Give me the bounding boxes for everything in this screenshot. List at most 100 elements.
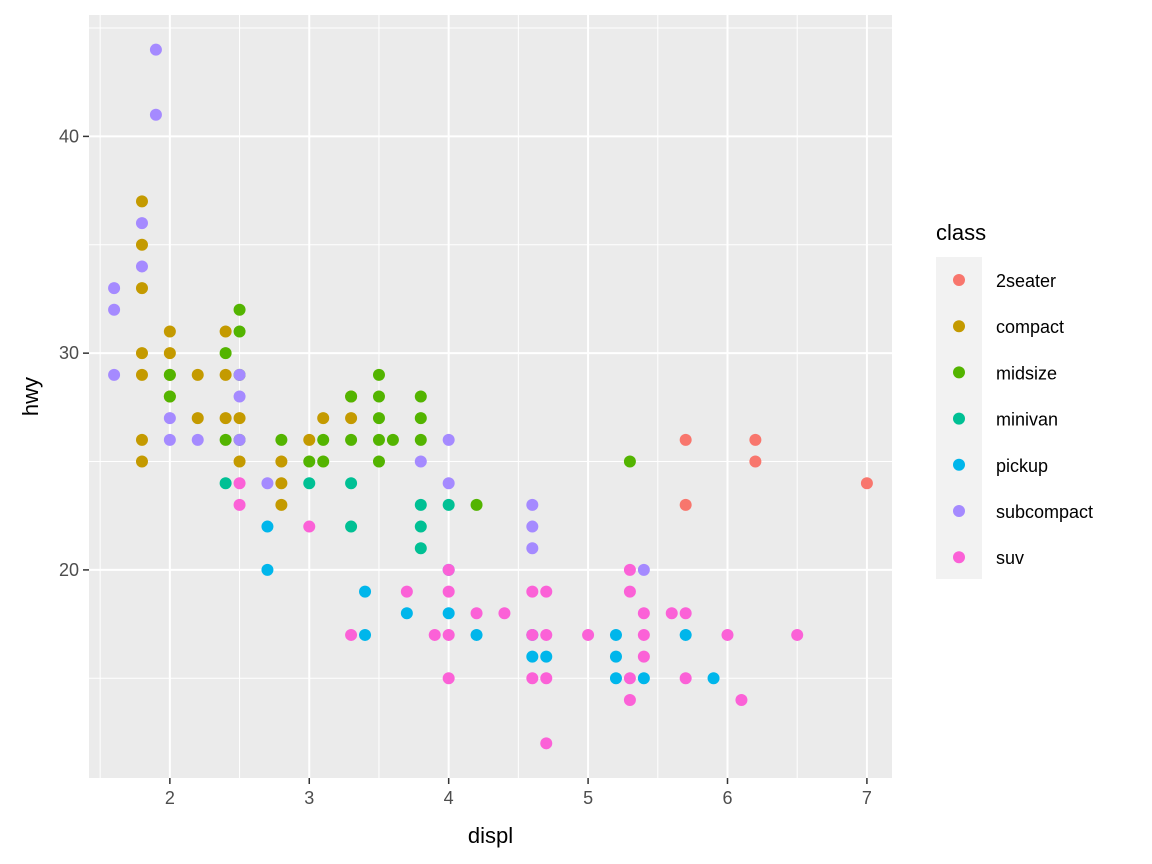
y-axis: 20 30 40 (59, 126, 89, 580)
data-point (637, 607, 650, 620)
series-minivan (219, 477, 455, 555)
data-point (303, 520, 316, 533)
data-point (149, 108, 162, 121)
legend-key-subcompact (953, 505, 965, 517)
data-point (317, 455, 330, 468)
data-point (219, 477, 232, 490)
data-point (442, 628, 455, 641)
data-point (609, 672, 622, 685)
x-tick-label: 3 (304, 788, 314, 808)
data-point (233, 433, 246, 446)
data-point (540, 737, 553, 750)
data-point (303, 433, 316, 446)
data-point (679, 433, 692, 446)
minor-gridlines (89, 15, 892, 778)
data-point (163, 347, 176, 360)
data-point (219, 412, 232, 425)
data-point (261, 477, 274, 490)
legend-key-compact (953, 320, 965, 333)
data-point (749, 455, 762, 468)
data-point (470, 628, 483, 641)
data-point (735, 693, 748, 706)
data-point (163, 390, 176, 403)
data-point (108, 282, 121, 295)
x-axis-title: displ (468, 823, 513, 848)
y-tick-label: 30 (59, 343, 79, 363)
data-point (345, 477, 358, 490)
series-subcompact (108, 43, 650, 576)
data-point (163, 325, 176, 338)
data-point (233, 325, 246, 338)
data-point (749, 433, 762, 446)
data-point (233, 477, 246, 490)
plot-panel (89, 15, 892, 778)
data-point (679, 607, 692, 620)
data-point (372, 412, 385, 425)
data-point (191, 368, 204, 381)
data-point (135, 455, 148, 468)
y-tick-label: 20 (59, 560, 79, 580)
data-point (303, 477, 316, 490)
data-point (414, 412, 427, 425)
data-point (623, 693, 636, 706)
data-point (135, 260, 148, 273)
data-point (414, 520, 427, 533)
data-point (372, 433, 385, 446)
legend-label-minivan: minivan (996, 410, 1058, 430)
data-point (609, 628, 622, 641)
legend-key-midsize (953, 366, 965, 379)
data-point (637, 563, 650, 576)
data-point (540, 650, 553, 663)
data-point (526, 672, 539, 685)
data-point (400, 585, 413, 598)
data-point (721, 628, 734, 641)
data-point (372, 368, 385, 381)
data-point (372, 455, 385, 468)
legend-label-midsize: midsize (996, 363, 1057, 383)
data-point (261, 520, 274, 533)
data-point (135, 217, 148, 230)
data-point (233, 368, 246, 381)
data-point (582, 628, 595, 641)
data-point (345, 433, 358, 446)
data-point (526, 650, 539, 663)
data-point (679, 498, 692, 511)
data-point (623, 672, 636, 685)
data-point (442, 433, 455, 446)
data-point (345, 412, 358, 425)
data-point (540, 672, 553, 685)
data-point (791, 628, 804, 641)
data-point (414, 498, 427, 511)
data-point (386, 433, 399, 446)
data-point (135, 433, 148, 446)
data-point (275, 455, 288, 468)
data-point (609, 650, 622, 663)
x-tick-label: 5 (583, 788, 593, 808)
data-point (540, 585, 553, 598)
data-point (526, 542, 539, 555)
data-point (442, 498, 455, 511)
data-point (233, 390, 246, 403)
series-suv (233, 477, 804, 750)
data-point (442, 563, 455, 576)
data-point (191, 433, 204, 446)
data-point (679, 628, 692, 641)
legend-title: class (936, 220, 986, 245)
data-point (442, 672, 455, 685)
data-point (233, 412, 246, 425)
data-point (163, 368, 176, 381)
data-point (135, 368, 148, 381)
data-point (163, 433, 176, 446)
series-midsize (163, 303, 636, 511)
legend-key-suv (953, 551, 965, 564)
data-point (414, 455, 427, 468)
data-point (414, 433, 427, 446)
data-point (345, 628, 358, 641)
data-point (303, 455, 316, 468)
data-point (108, 303, 121, 316)
data-point (219, 433, 232, 446)
data-point (135, 347, 148, 360)
data-point (135, 195, 148, 208)
x-tick-label: 2 (165, 788, 175, 808)
